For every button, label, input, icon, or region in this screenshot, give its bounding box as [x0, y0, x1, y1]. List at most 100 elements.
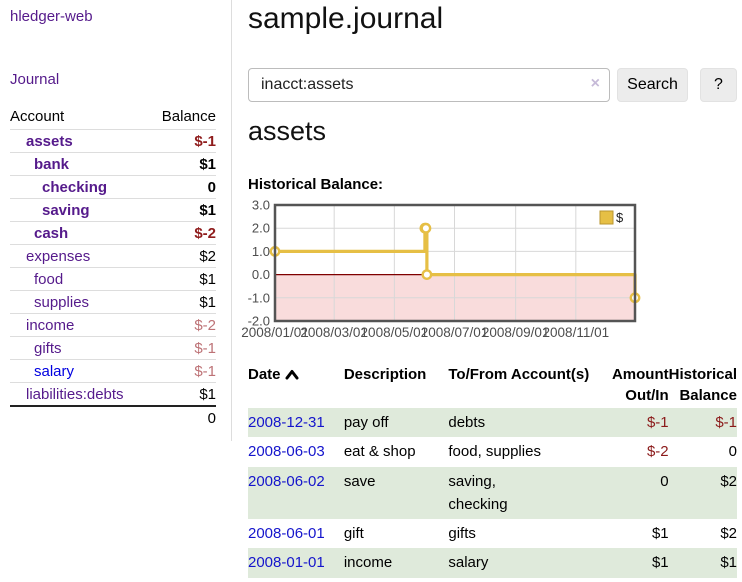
- y-axis-tick-label: 0.0: [252, 267, 270, 282]
- account-row: liabilities:debts $1: [10, 382, 216, 405]
- accounts-header-balance: Balance: [161, 107, 216, 125]
- account-row: expenses $2: [10, 244, 216, 267]
- account-balance: $2: [199, 247, 216, 265]
- account-link-gifts[interactable]: gifts: [34, 339, 62, 357]
- column-header-accounts: To/From Account(s): [448, 366, 590, 383]
- sidebar-item-journal[interactable]: Journal: [10, 71, 60, 88]
- transaction-accounts: saving, checking: [448, 472, 508, 513]
- transaction-date-link[interactable]: 2008-12-31: [248, 414, 325, 431]
- y-axis-tick-label: 2.0: [252, 221, 270, 236]
- account-row: checking 0: [10, 175, 216, 198]
- account-link-assets[interactable]: assets: [26, 132, 73, 150]
- transaction-description: income: [343, 554, 393, 572]
- account-balance: $1: [199, 270, 216, 288]
- x-axis-tick-label: 2008/11/01: [543, 325, 610, 340]
- clear-search-icon[interactable]: ×: [590, 75, 600, 92]
- legend-label: $: [616, 210, 624, 225]
- transaction-row: 2008-06-01 gift gifts $1 $2: [248, 519, 737, 548]
- account-row: assets $-1: [10, 129, 216, 152]
- chart-title: Historical Balance:: [248, 176, 384, 193]
- transaction-amount: $1: [651, 554, 669, 572]
- account-balance: $-1: [194, 339, 216, 357]
- account-row: supplies $1: [10, 290, 216, 313]
- account-row: salary $-1: [10, 359, 216, 382]
- sidebar: hledger-web Journal Account Balance asse…: [0, 0, 232, 441]
- transaction-amount: $-1: [646, 414, 669, 431]
- column-header-date[interactable]: Date: [248, 362, 344, 408]
- transactions-header-row: Date Description To/From Account(s) Amou…: [248, 362, 737, 408]
- account-balance: $-2: [194, 316, 216, 334]
- sort-ascending-icon: [285, 370, 299, 380]
- account-row: bank $1: [10, 152, 216, 175]
- account-link-bank[interactable]: bank: [34, 155, 70, 173]
- y-axis-tick-label: -2.0: [248, 314, 270, 329]
- account-link-income[interactable]: income: [26, 316, 75, 334]
- column-header-description: Description: [343, 366, 427, 383]
- search-bar: × Search ?: [248, 68, 737, 102]
- legend-swatch: [599, 210, 614, 225]
- x-axis-tick-label: 2008/07/01: [421, 325, 489, 340]
- transaction-row: 2008-01-01 income salary $1 $1: [248, 548, 737, 578]
- transaction-date-link[interactable]: 2008-01-01: [248, 554, 325, 572]
- search-box: ×: [248, 68, 610, 102]
- account-balance: $-2: [194, 224, 216, 242]
- accounts-table-header: Account Balance: [10, 103, 216, 129]
- account-balance: 0: [207, 178, 216, 196]
- account-link-salary[interactable]: salary: [34, 362, 75, 380]
- chart-canvas[interactable]: $3.0 2.0 1.0 0.0 -1.0 -2.02008/01/012008/03/0…: [241, 198, 648, 345]
- plot-border: [273, 203, 637, 323]
- account-row: saving $1: [10, 198, 216, 221]
- date-header-label: Date: [248, 366, 281, 383]
- search-button[interactable]: Search: [617, 68, 688, 102]
- app-brand-link[interactable]: hledger-web: [10, 8, 93, 25]
- transaction-accounts: food, supplies: [448, 443, 541, 461]
- data-point-marker: [420, 222, 432, 234]
- transaction-date-link[interactable]: 2008-06-03: [248, 443, 325, 461]
- transaction-description: gift: [343, 525, 364, 542]
- account-link-liabilities-debts[interactable]: liabilities:debts: [26, 385, 124, 403]
- transaction-row: 2008-06-03 eat & shop food, supplies $-2 0: [248, 437, 737, 466]
- transaction-balance: $2: [720, 525, 737, 542]
- transaction-date-link[interactable]: 2008-06-02: [248, 472, 325, 490]
- x-axis-tick-label: 2008/09/01: [482, 325, 550, 340]
- transaction-balance: $2: [720, 472, 737, 490]
- transaction-description: pay off: [343, 414, 389, 431]
- historical-balance-chart[interactable]: $3.0 2.0 1.0 0.0 -1.0 -2.0 2008/01/01 2008/03/0…: [241, 198, 648, 345]
- account-balance: $1: [199, 155, 216, 173]
- x-axis-tick-label: 2008/01/01: [241, 325, 309, 340]
- accounts-total-value: 0: [207, 409, 216, 427]
- column-header-balance: Historical Balance: [668, 366, 737, 404]
- account-balance: $-1: [194, 132, 216, 150]
- x-axis-tick-label: 2008/03/01: [300, 325, 368, 340]
- account-link-expenses[interactable]: expenses: [26, 247, 91, 265]
- account-row: income $-2: [10, 313, 216, 336]
- page-title: sample.journal: [248, 2, 444, 35]
- accounts-table: Account Balance assets $-1 bank $1 checking 0…: [10, 103, 216, 429]
- account-balance: $1: [199, 293, 216, 311]
- account-balance: $1: [199, 201, 216, 219]
- transaction-balance: $-1: [715, 414, 737, 431]
- transaction-accounts: gifts: [448, 525, 476, 542]
- data-point-marker: [421, 269, 433, 281]
- transactions-table: Date Description To/From Account(s) Amou…: [248, 362, 737, 578]
- transaction-row: 2008-12-31 pay off debts $-1 $-1: [248, 408, 737, 438]
- transaction-row: 2008-06-02 save saving, checking 0 $2: [248, 466, 737, 519]
- account-link-food[interactable]: food: [34, 270, 64, 288]
- account-link-supplies[interactable]: supplies: [34, 293, 90, 311]
- account-link-checking[interactable]: checking: [42, 178, 108, 196]
- account-row: food $1: [10, 267, 216, 290]
- transaction-date-link[interactable]: 2008-06-01: [248, 525, 325, 542]
- transaction-balance: $1: [720, 554, 737, 572]
- transaction-amount: $1: [651, 525, 669, 542]
- account-link-cash[interactable]: cash: [34, 224, 69, 242]
- account-link-saving[interactable]: saving: [42, 201, 90, 219]
- transaction-description: save: [343, 472, 376, 490]
- help-button[interactable]: ?: [700, 68, 737, 102]
- transaction-accounts: debts: [448, 414, 486, 431]
- transaction-amount: $-2: [646, 443, 669, 461]
- account-row: cash $-2: [10, 221, 216, 244]
- y-axis-tick-label: 1.0: [252, 244, 270, 259]
- y-axis-tick-label: -1.0: [248, 290, 270, 305]
- transaction-balance: 0: [728, 443, 737, 461]
- search-input[interactable]: [248, 68, 610, 102]
